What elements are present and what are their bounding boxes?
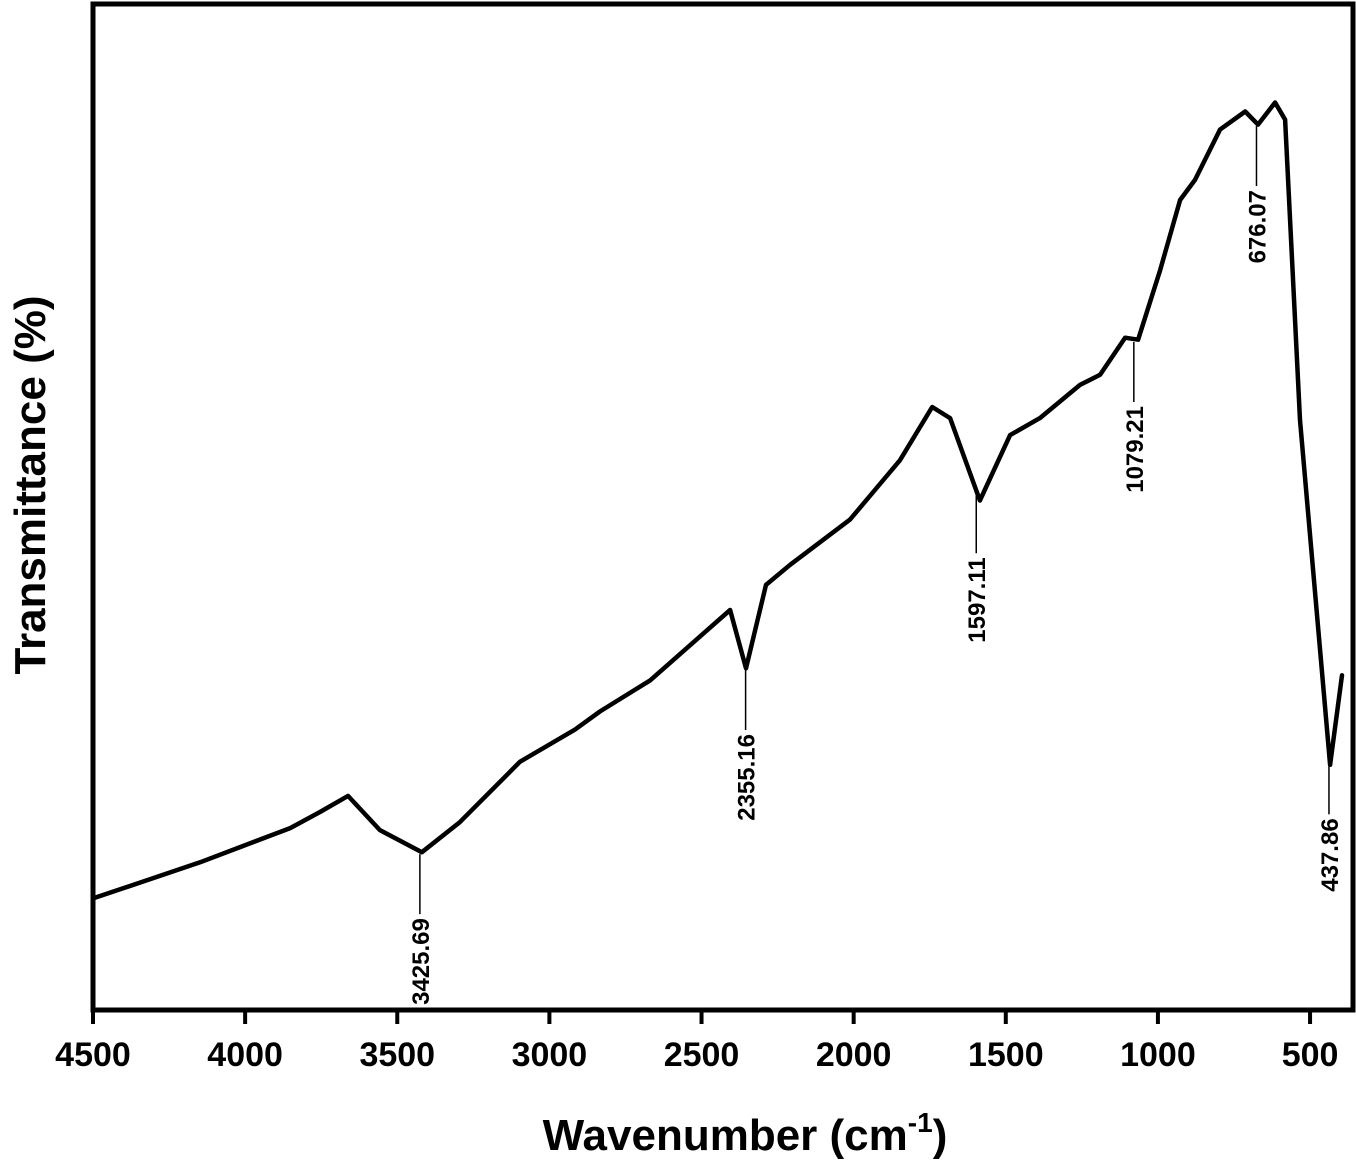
x-tick-label: 500 <box>1282 1036 1339 1074</box>
x-tick-label: 1500 <box>968 1036 1044 1074</box>
spectrum-line <box>90 100 1345 901</box>
peak-label: 3425.69 <box>408 918 435 1005</box>
x-tick-label: 1000 <box>1120 1036 1196 1074</box>
peak-label: 676.07 <box>1244 190 1271 263</box>
x-axis-title-text: Wavenumber (cm <box>543 1111 908 1160</box>
peak-label: 1079.21 <box>1122 406 1149 493</box>
x-tick-label: 4500 <box>55 1036 131 1074</box>
x-tick-label: 4000 <box>207 1036 283 1074</box>
x-axis-title: Wavenumber (cm-1) <box>543 1107 948 1160</box>
x-tick-label: 2000 <box>816 1036 892 1074</box>
x-axis-title-sup: -1 <box>908 1107 933 1138</box>
plot-frame <box>90 1 1356 1013</box>
peak-label: 1597.11 <box>964 557 991 642</box>
x-tick-label: 3500 <box>359 1036 435 1074</box>
peak-label: 2355.16 <box>734 734 761 821</box>
y-axis-title: Transmittance (%) <box>6 296 55 675</box>
x-tick-label: 3000 <box>512 1036 588 1074</box>
x-axis-title-end: ) <box>933 1111 948 1160</box>
x-tick-label: 2500 <box>664 1036 740 1074</box>
peak-label: 437.86 <box>1317 818 1344 891</box>
